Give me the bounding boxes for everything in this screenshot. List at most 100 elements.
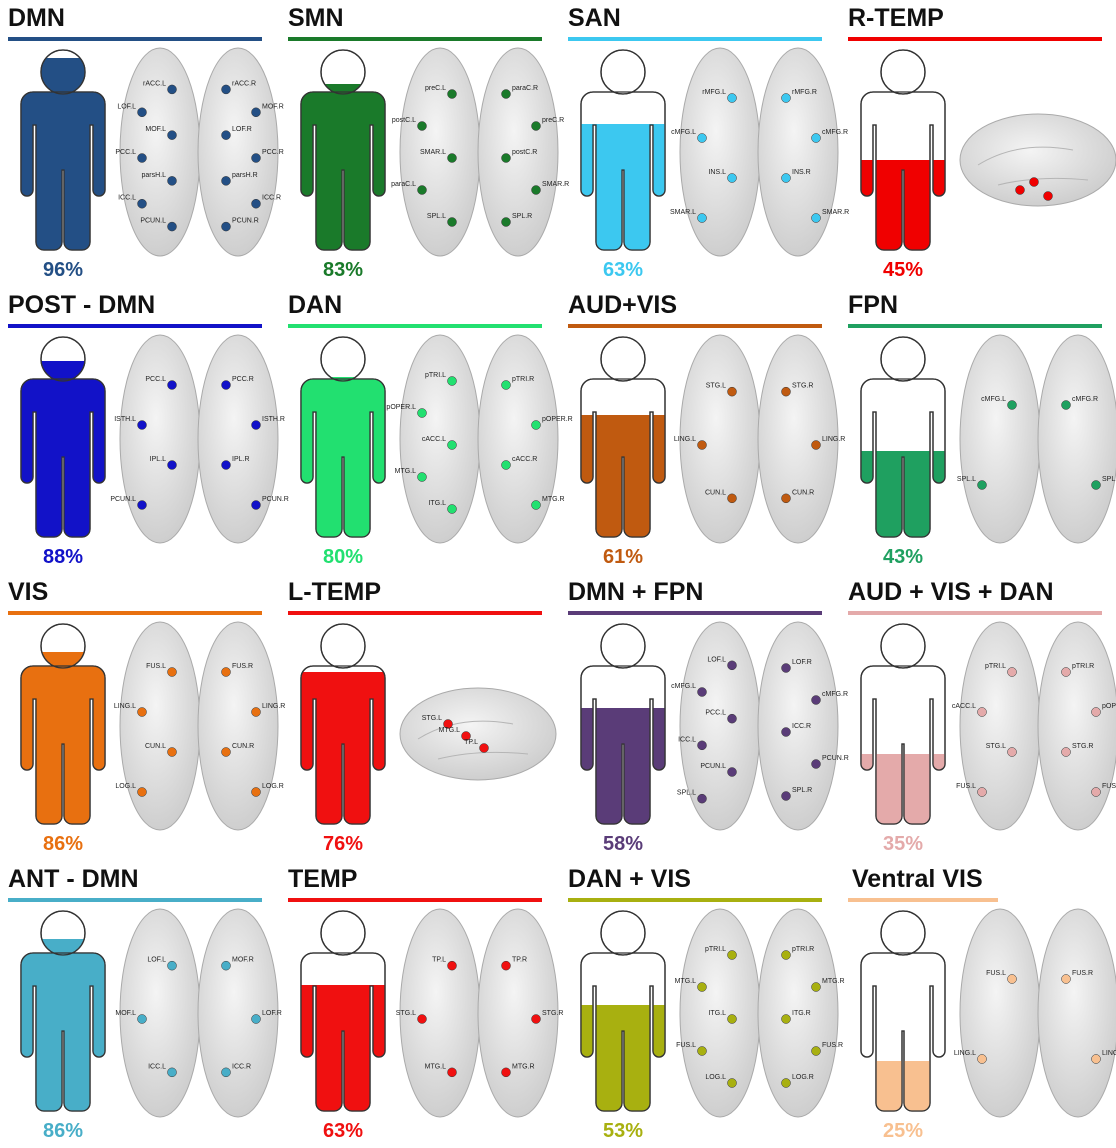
fill-level [21,652,105,824]
brain-node [811,695,821,705]
node-label: ICC.L [678,736,696,743]
percent-label: 96% [43,259,83,281]
node-label: pTRI.R [1072,663,1094,670]
brain-lateral [959,113,1116,207]
brain-node-decor [1015,185,1025,195]
brain-node [697,793,707,804]
brain-node [727,93,737,103]
brain-node [531,1014,541,1024]
brain-node [727,493,737,504]
person-head-edge [600,910,646,956]
brain-node [251,153,261,163]
brain-node [727,1014,737,1024]
node-label: pTRI.L [705,946,726,953]
brain-node [531,500,541,510]
node-label: FUS.R [232,663,253,670]
node-label: MOF.R [232,957,254,964]
brain-node [977,1054,987,1064]
person-head-edge [40,910,86,956]
brain-node [221,460,231,470]
node-label: ISTH.R [262,416,285,423]
panel-title: DAN + VIS [568,865,691,893]
brain-node [251,1014,261,1024]
panel-title: SMN [288,4,344,32]
brain-sulcus [417,720,529,760]
brain-right-hemisphere [757,334,839,544]
panel: TEMP 63% TP.L STG.L MTG.L TP.R STG.R MTG.R [288,865,563,1142]
brain-node [167,960,177,971]
node-label: ICC.R [792,723,811,730]
brain-node [1061,400,1071,410]
node-label: LOF.L [117,103,136,110]
node-label: ITG.L [428,500,446,507]
brain-node [697,440,707,450]
person-head-edge [880,49,926,95]
node-label: SPL.L [677,790,696,797]
node-label: MTG.L [425,1063,446,1070]
node-label: SPL.R [792,787,812,794]
node-label: LING.L [674,436,696,443]
brain-node [221,1067,231,1078]
brain-node [501,960,511,971]
person-head-edge [40,336,86,382]
brain-right-hemisphere [757,621,839,831]
brain-node-decor [1043,191,1053,201]
panel: DAN + VIS 53% pTRI.L MTG.L ITG.L FUS.L LOG.L pT… [568,865,845,1142]
node-label: LING.R [262,703,285,710]
brain-node [479,743,489,753]
node-label: MOF.R [262,103,284,110]
node-label: cMFG.R [822,691,848,698]
node-label: PCC.L [115,149,136,156]
brain-node [1091,707,1101,717]
person-body-edge [300,91,386,251]
node-label: PCUN.R [232,218,259,225]
node-label: FUS.L [676,1042,696,1049]
brain-node [501,217,511,227]
node-label: LOG.R [262,783,284,790]
percent-label: 25% [883,1120,923,1142]
panel: DAN 80% pTRI.L pOPER.L cACC.L MTG.L ITG.L pTRI.… [288,291,573,568]
person-head-edge [600,49,646,95]
node-label: LOG.L [115,783,136,790]
person-body-edge [300,952,386,1112]
panel: AUD + VIS + DAN 35% pTRI.L cACC.L STG.L FUS.L… [848,578,1116,855]
brain-node [417,121,427,131]
brain-node [137,153,147,163]
node-label: pTRI.L [985,663,1006,670]
brain-node [1061,974,1071,984]
brain-node [501,460,511,470]
node-label: TP.L [464,739,478,746]
brain-node [811,982,821,992]
brain-right-hemisphere [477,47,559,257]
panel-title: ANT - DMN [8,865,139,893]
brain-right-hemisphere [197,621,279,831]
brain-node [811,1046,821,1056]
brain-node [443,719,453,729]
node-label: SPL.R [512,213,532,220]
node-label: MTG.R [822,978,845,985]
brain-right-hemisphere [197,334,279,544]
brain-node [447,153,457,163]
brain-node [781,173,791,183]
node-label: PCC.R [262,149,284,156]
node-label: rMFG.R [792,89,817,96]
node-label: PCUN.R [262,496,289,503]
node-label: STG.R [1072,743,1093,750]
percent-label: 53% [603,1120,643,1142]
person-body-edge [580,91,666,251]
node-label: STG.R [542,1010,563,1017]
panel-title: AUD + VIS + DAN [848,578,1054,606]
node-label: CUN.R [232,743,254,750]
node-label: FUS.R [1102,783,1116,790]
brain-node [137,787,147,797]
panel-title: L-TEMP [288,578,381,606]
brain-node [811,440,821,450]
brain-node [531,420,541,430]
person-body-edge [20,952,106,1112]
brain-node [811,759,821,769]
node-label: PCUN.L [140,218,166,225]
brain-node [1061,667,1071,677]
node-label: cMFG.L [671,129,696,136]
percent-label: 88% [43,546,83,568]
panel-title: Ventral VIS [852,865,983,893]
